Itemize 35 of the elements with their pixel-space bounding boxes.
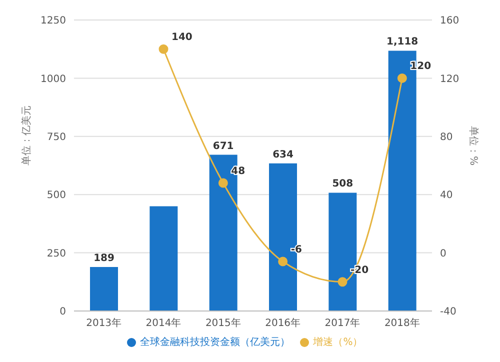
y2-tick-label: 80 <box>440 132 453 143</box>
x-tick-label: 2016年 <box>265 317 301 330</box>
y-tick-label: 750 <box>46 132 66 143</box>
y-axis-title: 单位：亿美元 <box>20 106 33 166</box>
legend-label: 增速（%） <box>313 337 363 348</box>
y2-tick-label: 160 <box>440 16 460 27</box>
bar <box>90 267 118 311</box>
y-tick-label: 1250 <box>40 16 66 27</box>
y2-tick-label: 0 <box>440 248 446 260</box>
data-label: 1,118 <box>386 36 418 48</box>
data-label: 140 <box>172 32 192 44</box>
data-label: 634 <box>272 149 294 160</box>
point <box>338 277 348 287</box>
y2-tick-label: -40 <box>440 306 456 318</box>
y-tick-label: 1000 <box>40 74 66 85</box>
legend-label: 全球金融科技投资金额（亿美元） <box>140 337 290 348</box>
y-tick-label: 500 <box>46 190 66 202</box>
y2-tick-label: 120 <box>440 74 460 85</box>
point <box>397 73 407 83</box>
y2-tick-label: 40 <box>440 190 453 202</box>
x-tick-label: 2014年 <box>146 317 182 330</box>
data-label: 508 <box>332 178 354 190</box>
bar <box>150 206 178 311</box>
y2-axis-title: 单位：% <box>467 126 480 166</box>
x-tick-label: 2013年 <box>86 317 122 330</box>
x-tick-label: 2017年 <box>324 317 360 330</box>
x-tick-label: 2018年 <box>384 317 420 330</box>
point <box>158 44 168 54</box>
y-tick-label: 0 <box>60 306 66 318</box>
data-label: 671 <box>212 140 234 152</box>
point <box>278 256 288 266</box>
x-tick-label: 2015年 <box>205 317 241 330</box>
point <box>218 178 228 188</box>
y-tick-label: 250 <box>46 248 66 260</box>
data-label: 189 <box>94 253 114 264</box>
